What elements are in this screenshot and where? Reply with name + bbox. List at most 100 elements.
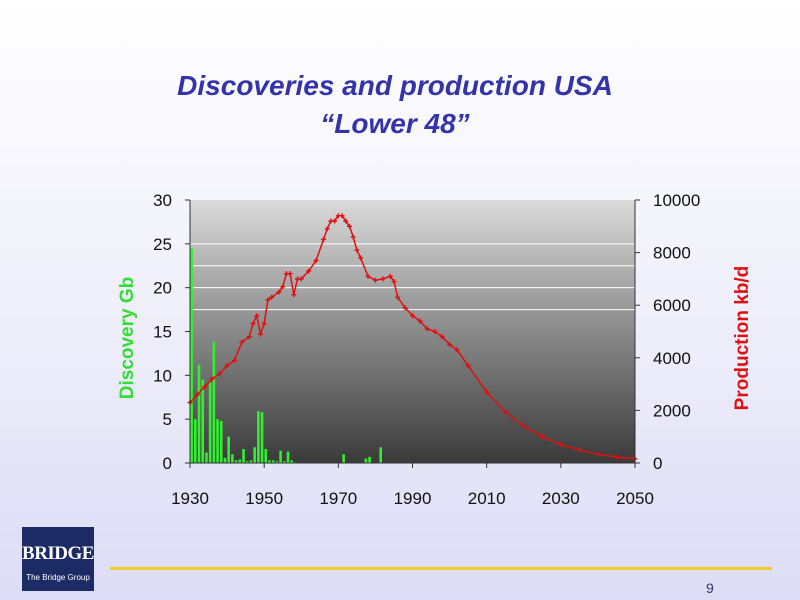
x-tick-label: 1990	[394, 489, 432, 508]
production-point	[365, 273, 371, 279]
production-point	[395, 294, 401, 300]
production-point	[276, 289, 282, 295]
discovery-bar	[216, 419, 219, 463]
slide-title-line-2: “Lower 48”	[320, 108, 470, 139]
production-point	[239, 339, 245, 345]
production-point	[354, 247, 360, 253]
production-point	[447, 342, 453, 348]
production-point	[343, 218, 349, 224]
production-point	[432, 329, 438, 334]
production-point	[417, 318, 423, 324]
discovery-bar	[245, 461, 249, 463]
left-axis-label: Discovery Gb	[117, 277, 138, 400]
production-point	[324, 226, 330, 232]
production-point	[265, 297, 271, 303]
production-point	[372, 277, 378, 283]
discovery-bar	[190, 248, 193, 463]
production-point	[484, 389, 490, 395]
production-point	[209, 376, 215, 382]
discovery-bar	[260, 412, 264, 463]
page-number: 9	[706, 580, 714, 596]
production-point	[521, 423, 527, 429]
discovery-bar	[379, 447, 383, 463]
production-point	[287, 271, 293, 277]
production-point	[250, 321, 256, 327]
discovery-bar	[368, 456, 371, 463]
discovery-bar	[212, 342, 216, 463]
discovery-bar	[253, 447, 256, 463]
discovery-bar	[219, 420, 223, 463]
left-tick-label: 10	[153, 366, 172, 385]
discovery-bar	[264, 448, 268, 463]
production-point	[558, 442, 564, 448]
discovery-bar	[194, 419, 197, 463]
production-point	[194, 392, 200, 398]
discovery-bar	[283, 461, 286, 463]
discovery-bar	[268, 460, 271, 463]
production-point	[465, 363, 471, 369]
production-point	[576, 447, 582, 453]
production-point	[291, 292, 297, 298]
left-tick-label: 25	[153, 235, 172, 254]
discovery-bar	[201, 379, 205, 463]
x-tick-label: 1930	[171, 489, 209, 508]
discovery-bar	[234, 460, 238, 463]
discovery-bar	[223, 457, 227, 463]
production-point	[339, 213, 345, 219]
discovery-bar	[197, 364, 201, 463]
left-tick-label: 20	[153, 279, 172, 298]
discovery-bar	[271, 460, 275, 463]
production-point	[502, 409, 508, 415]
production-point	[261, 321, 267, 327]
left-tick-label: 0	[163, 454, 172, 473]
left-tick-label: 5	[163, 410, 172, 429]
production-point	[358, 255, 364, 261]
production-point	[391, 279, 397, 285]
left-tick-label: 15	[153, 323, 172, 342]
production-point	[454, 347, 460, 353]
x-tick-label: 1950	[245, 489, 283, 508]
discovery-bar	[279, 450, 282, 463]
discovery-bar	[238, 459, 242, 463]
x-tick-label: 2030	[542, 489, 580, 508]
right-tick-label: 8000	[653, 244, 691, 263]
production-point	[439, 334, 445, 340]
production-point	[269, 294, 275, 300]
production-point	[346, 223, 352, 229]
discovery-bar	[242, 448, 245, 463]
production-point	[246, 334, 252, 340]
discovery-bar	[342, 454, 345, 463]
plot-area	[190, 200, 635, 463]
logo-word: BRIDGE	[22, 543, 94, 564]
production-point	[254, 313, 260, 319]
production-point	[298, 276, 304, 282]
right-tick-label: 6000	[653, 296, 691, 315]
production-point	[613, 454, 619, 460]
discovery-bar	[290, 460, 294, 463]
x-tick-label: 1970	[319, 489, 357, 508]
right-tick-label: 0	[653, 454, 662, 473]
production-point	[217, 371, 223, 377]
production-point	[539, 434, 545, 440]
production-point	[595, 451, 601, 457]
production-point	[387, 273, 393, 279]
discovery-bar	[286, 451, 290, 463]
production-point	[224, 363, 230, 369]
discovery-bar	[257, 411, 260, 463]
discovery-bar	[205, 452, 208, 463]
right-axis-label: Production kb/d	[732, 266, 753, 411]
right-tick-label: 10000	[653, 191, 700, 210]
discovery-bar	[249, 460, 253, 463]
production-point	[306, 268, 312, 274]
discovery-bar	[364, 458, 368, 463]
production-point	[202, 384, 208, 390]
production-point	[280, 284, 286, 290]
production-point	[380, 276, 386, 282]
discovery-bar	[231, 454, 234, 463]
x-tick-label: 2010	[468, 489, 506, 508]
production-point	[313, 257, 319, 263]
production-point	[424, 326, 430, 332]
discovery-bar	[227, 436, 230, 463]
production-point	[257, 331, 263, 337]
